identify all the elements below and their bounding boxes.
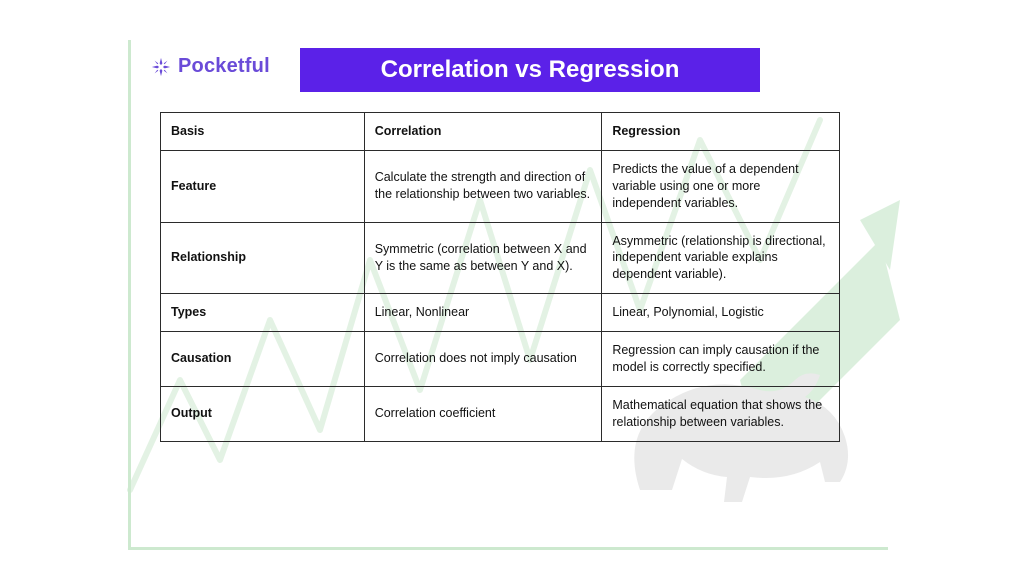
table-header-row: Basis Correlation Regression [161, 113, 840, 151]
cell-basis: Types [161, 294, 365, 332]
table-row: Causation Correlation does not imply cau… [161, 332, 840, 387]
table-row: Types Linear, Nonlinear Linear, Polynomi… [161, 294, 840, 332]
cell-correlation: Symmetric (correlation between X and Y i… [364, 222, 602, 294]
table-row: Relationship Symmetric (correlation betw… [161, 222, 840, 294]
brand-logo: Pocketful [150, 55, 270, 78]
cell-basis: Causation [161, 332, 365, 387]
cell-basis: Output [161, 386, 365, 441]
cell-correlation: Calculate the strength and direction of … [364, 150, 602, 222]
table-row: Feature Calculate the strength and direc… [161, 150, 840, 222]
table-row: Output Correlation coefficient Mathemati… [161, 386, 840, 441]
col-header-regression: Regression [602, 113, 840, 151]
comparison-table-wrap: Basis Correlation Regression Feature Cal… [160, 112, 840, 442]
cell-basis: Relationship [161, 222, 365, 294]
brand-name: Pocketful [178, 55, 270, 78]
col-header-correlation: Correlation [364, 113, 602, 151]
cell-correlation: Linear, Nonlinear [364, 294, 602, 332]
comparison-table: Basis Correlation Regression Feature Cal… [160, 112, 840, 442]
cell-regression: Linear, Polynomial, Logistic [602, 294, 840, 332]
cell-regression: Predicts the value of a dependent variab… [602, 150, 840, 222]
page-title: Correlation vs Regression [300, 48, 760, 92]
cell-regression: Regression can imply causation if the mo… [602, 332, 840, 387]
cell-regression: Mathematical equation that shows the rel… [602, 386, 840, 441]
page-canvas: Pocketful Correlation vs Regression Basi… [0, 0, 1024, 576]
cell-correlation: Correlation does not imply causation [364, 332, 602, 387]
cell-regression: Asymmetric (relationship is directional,… [602, 222, 840, 294]
sparkle-icon [150, 56, 172, 78]
col-header-basis: Basis [161, 113, 365, 151]
table-body: Feature Calculate the strength and direc… [161, 150, 840, 441]
cell-correlation: Correlation coefficient [364, 386, 602, 441]
cell-basis: Feature [161, 150, 365, 222]
page-title-text: Correlation vs Regression [381, 56, 680, 84]
